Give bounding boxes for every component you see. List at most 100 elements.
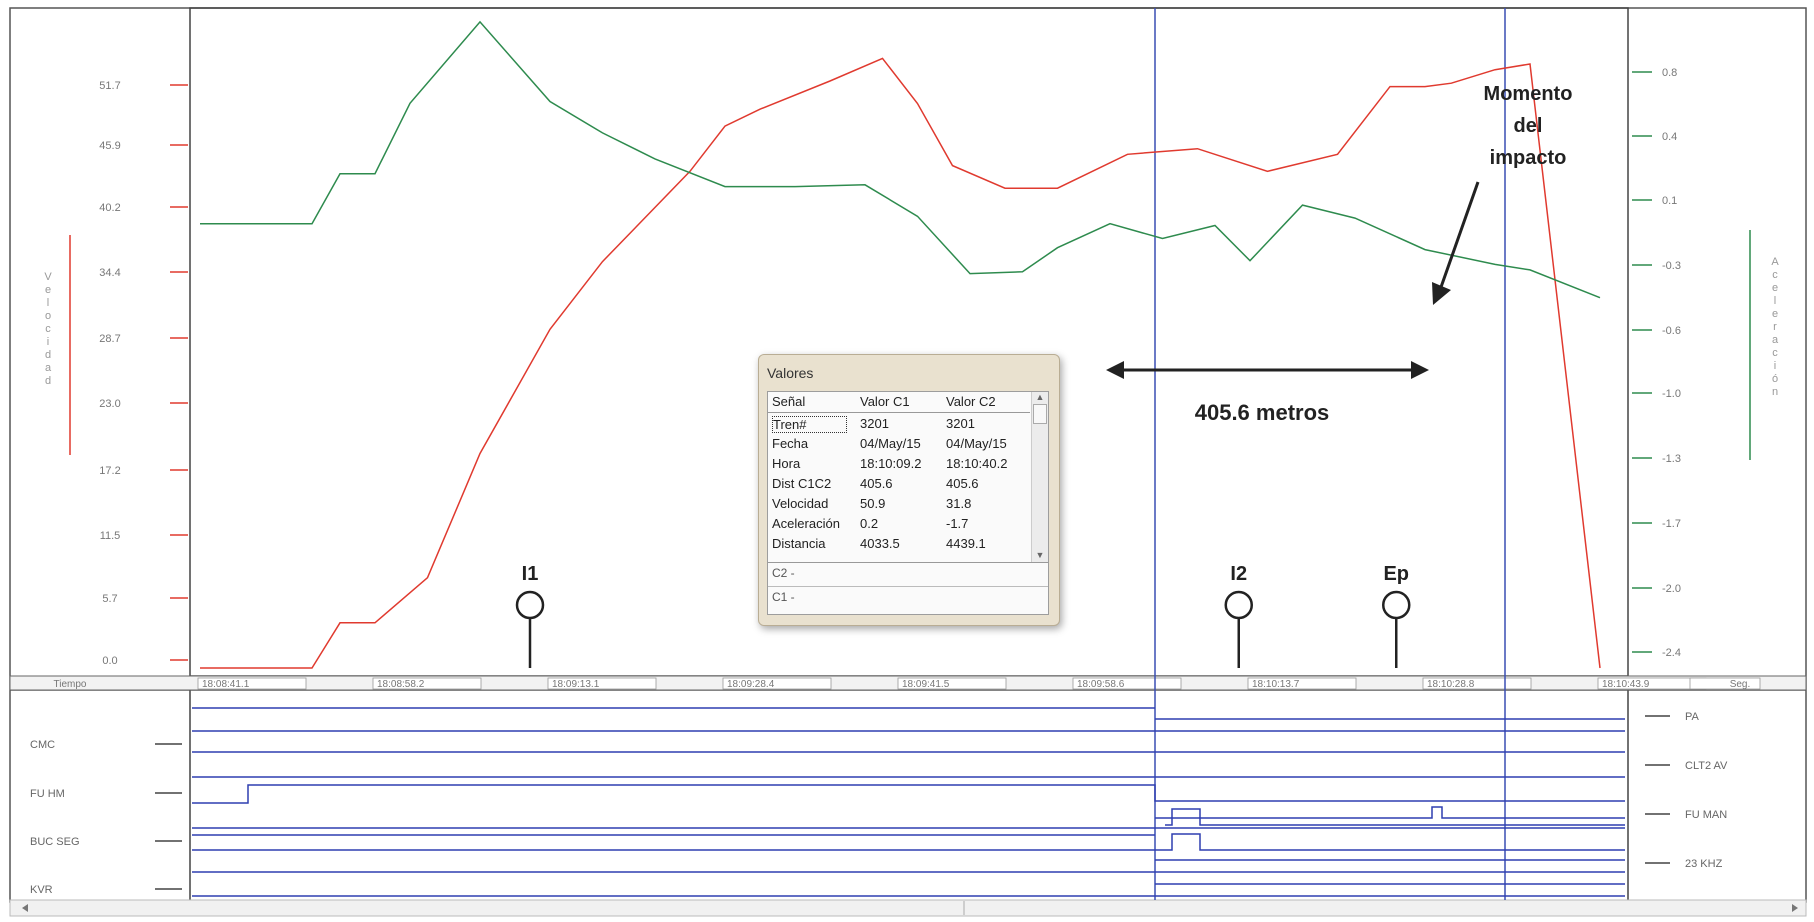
right-tick-label: 0.4 <box>1662 131 1677 143</box>
impact-annotation-line3: impacto <box>1490 147 1567 169</box>
valores-cell-value: 04/May/15 <box>946 436 1007 451</box>
valores-cell-value: 50.9 <box>860 496 886 511</box>
time-tick-box <box>1072 677 1182 690</box>
digital-trace <box>1165 808 1625 826</box>
time-unit-box <box>1689 677 1761 690</box>
left-tick-label: 40.2 <box>99 202 120 214</box>
impact-annotation-line1: Momento <box>1484 83 1573 105</box>
valores-cell-value: 3201 <box>946 416 975 431</box>
valores-signal-name: Aceleración <box>772 516 840 531</box>
time-tick-box <box>897 677 1007 690</box>
scroll-thumb[interactable] <box>1033 404 1047 424</box>
valores-signal-name: Distancia <box>772 536 826 551</box>
c2-label: C2 - <box>772 566 795 580</box>
digital-channel-left-label: FU HM <box>30 788 65 800</box>
scroll-left-icon[interactable] <box>22 904 28 912</box>
digital-trace-fu-man <box>1155 806 1625 819</box>
valores-scrollbar[interactable]: ▲ ▼ <box>1031 392 1048 562</box>
valores-cell-value: 18:10:09.2 <box>860 456 922 471</box>
right-tick-label: -1.3 <box>1662 453 1681 465</box>
valores-row[interactable]: Hora 18:10:09.2 18:10:40.2 <box>768 454 1030 474</box>
right-tick-label: -0.6 <box>1662 325 1681 337</box>
time-tick-label: 18:09:41.5 <box>902 679 950 690</box>
valores-signal-name: Tren# <box>772 416 848 433</box>
valores-signal-name: Hora <box>772 456 801 471</box>
scroll-right-icon[interactable] <box>1792 904 1798 912</box>
valores-cell-value: 0.2 <box>860 516 879 531</box>
time-tick-label: 18:09:28.4 <box>727 679 775 690</box>
digital-channel-right-label: PA <box>1685 711 1700 723</box>
time-tick-box <box>722 677 832 690</box>
valores-dialog[interactable]: Valores Señal Valor C1 Valor C2 Tren# 320… <box>758 354 1060 626</box>
distance-arrow-left-head <box>1106 361 1124 379</box>
valores-cell-value: 405.6 <box>860 476 893 491</box>
left-tick-label: 45.9 <box>99 140 120 152</box>
scroll-up-icon[interactable]: ▲ <box>1035 392 1045 402</box>
left-tick-label: 51.7 <box>99 80 120 92</box>
left-tick-label: 0.0 <box>102 655 117 667</box>
distance-annotation: 405.6 metros <box>1195 400 1330 425</box>
velocidad-series-line <box>200 57 1601 669</box>
right-tick-label: 0.1 <box>1662 195 1677 207</box>
marker-circle-icon <box>515 590 545 620</box>
impact-arrow <box>1438 181 1480 291</box>
marker-label: Ep <box>1383 563 1409 585</box>
valores-signal-name: Fecha <box>772 436 809 451</box>
aceleracion-series-line <box>200 20 1601 299</box>
valores-title: Valores <box>767 365 814 381</box>
valores-cell-value: 4033.5 <box>860 536 900 551</box>
valores-row[interactable]: Fecha 04/May/15 04/May/15 <box>768 434 1030 454</box>
valores-header-row: Señal Valor C1 Valor C2 <box>768 392 1030 413</box>
right-tick-label: -0.3 <box>1662 260 1681 272</box>
digital-trace-fu-hm <box>192 784 1625 804</box>
header-valor-c1[interactable]: Valor C1 <box>860 394 910 409</box>
digital-channel-left-label: CMC <box>30 739 55 751</box>
left-tick-label: 28.7 <box>99 333 120 345</box>
digital-channel-left-label: KVR <box>30 884 53 896</box>
time-tick-label: 18:10:13.7 <box>1252 679 1300 690</box>
time-tick-label: 18:10:28.8 <box>1427 679 1475 690</box>
valores-signal-name: Velocidad <box>772 496 829 511</box>
time-tick-box <box>547 677 657 690</box>
digital-trace-buc-seg <box>192 833 1625 851</box>
left-tick-label: 34.4 <box>99 267 120 279</box>
scroll-down-icon[interactable]: ▼ <box>1035 550 1045 560</box>
time-tick-label: 18:08:41.1 <box>202 679 250 690</box>
time-tick-label: 18:09:58.6 <box>1077 679 1125 690</box>
valores-row[interactable]: Distancia 4033.5 4439.1 <box>768 534 1030 554</box>
valores-divider <box>768 562 1048 563</box>
horizontal-scrollbar[interactable] <box>9 899 1807 917</box>
time-tick-box <box>372 677 482 690</box>
valores-cell-value: 04/May/15 <box>860 436 921 451</box>
header-senal[interactable]: Señal <box>772 394 806 409</box>
valores-row[interactable]: Aceleración 0.2 -1.7 <box>768 514 1030 534</box>
left-tick-label: 11.5 <box>100 530 121 542</box>
right-tick-label: -1.7 <box>1662 518 1681 530</box>
marker-label: I2 <box>1230 563 1247 585</box>
time-tick-box <box>1422 677 1532 690</box>
valores-row[interactable]: Dist C1C2 405.6 405.6 <box>768 474 1030 494</box>
right-tick-label: -2.0 <box>1662 583 1681 595</box>
valores-cell-value: -1.7 <box>946 516 969 531</box>
valores-table: Señal Valor C1 Valor C2 Tren# 3201 3201 Fec… <box>767 391 1049 615</box>
valores-row[interactable]: Velocidad 50.9 31.8 <box>768 494 1030 514</box>
digital-channel-left-label: BUC SEG <box>30 836 80 848</box>
time-tick-box <box>197 677 307 690</box>
right-tick-label: 0.8 <box>1662 67 1677 79</box>
valores-signal-name: Dist C1C2 <box>772 476 832 491</box>
digital-channel-right-label: CLT2 AV <box>1685 760 1728 772</box>
header-valor-c2[interactable]: Valor C2 <box>946 394 996 409</box>
impact-annotation-line2: del <box>1514 115 1543 137</box>
marker-circle-icon <box>1382 590 1411 620</box>
valores-cell-value: 18:10:40.2 <box>946 456 1008 471</box>
valores-cell-value: 31.8 <box>946 496 972 511</box>
distance-arrow-right-head <box>1411 361 1429 379</box>
valores-row[interactable]: Tren# 3201 3201 <box>768 414 1030 434</box>
time-tick-label: 18:08:58.2 <box>377 679 425 690</box>
valores-cell-value: 4439.1 <box>946 536 986 551</box>
impact-arrow-head <box>1432 282 1451 305</box>
